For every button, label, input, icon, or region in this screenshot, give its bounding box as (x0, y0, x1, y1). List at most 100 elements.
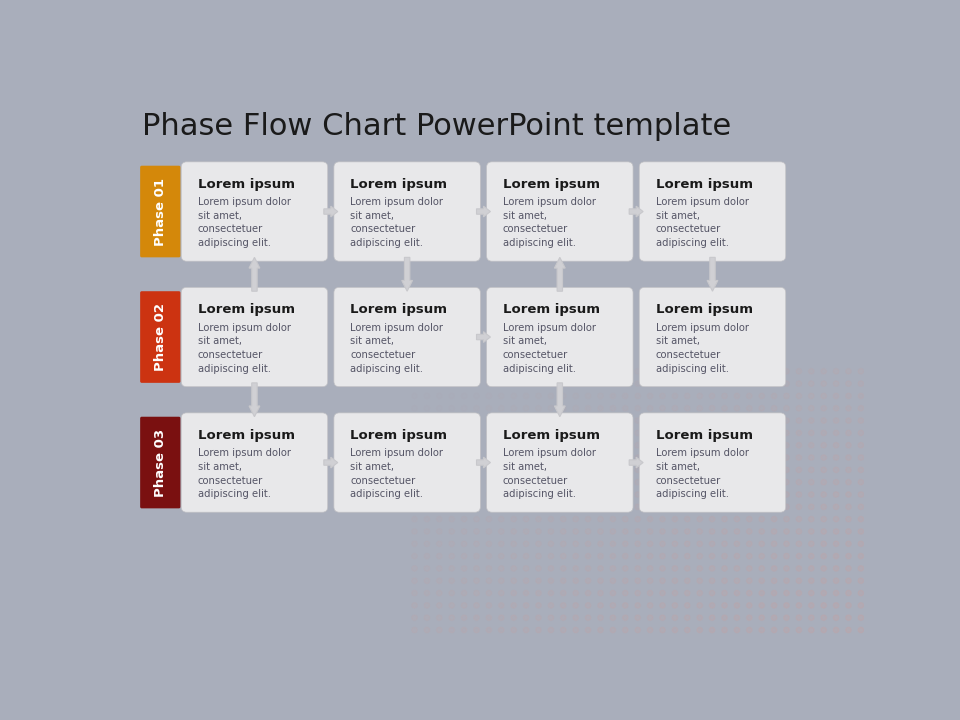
FancyArrow shape (324, 206, 338, 217)
Circle shape (759, 455, 764, 460)
Circle shape (697, 431, 703, 436)
Circle shape (833, 566, 839, 571)
Circle shape (833, 615, 839, 621)
Circle shape (833, 455, 839, 460)
Circle shape (697, 405, 703, 411)
Circle shape (424, 516, 430, 522)
Circle shape (635, 590, 640, 595)
Circle shape (759, 541, 764, 546)
Circle shape (672, 590, 678, 595)
Circle shape (611, 480, 615, 485)
Circle shape (462, 590, 467, 595)
Circle shape (498, 455, 504, 460)
Circle shape (672, 541, 678, 546)
Circle shape (709, 467, 715, 472)
Circle shape (783, 492, 789, 498)
FancyBboxPatch shape (639, 287, 785, 387)
Circle shape (498, 603, 504, 608)
FancyArrow shape (629, 206, 643, 217)
Circle shape (783, 381, 789, 387)
Circle shape (598, 467, 603, 472)
Circle shape (573, 381, 579, 387)
Circle shape (412, 603, 418, 608)
Circle shape (660, 603, 665, 608)
Circle shape (561, 455, 566, 460)
Circle shape (672, 578, 678, 583)
Circle shape (660, 504, 665, 510)
Circle shape (846, 627, 852, 633)
Circle shape (734, 516, 739, 522)
Circle shape (462, 603, 467, 608)
Circle shape (536, 603, 541, 608)
Circle shape (709, 603, 715, 608)
Text: Lorem ipsum dolor
sit amet,
consectetuer
adipiscing elit.: Lorem ipsum dolor sit amet, consectetuer… (350, 449, 444, 499)
Circle shape (796, 541, 802, 546)
Circle shape (772, 369, 777, 374)
Circle shape (523, 492, 529, 498)
Circle shape (709, 405, 715, 411)
Circle shape (623, 528, 628, 534)
Circle shape (412, 590, 418, 595)
Circle shape (412, 615, 418, 621)
Circle shape (561, 480, 566, 485)
Circle shape (536, 405, 541, 411)
Circle shape (722, 418, 728, 423)
Circle shape (783, 418, 789, 423)
Circle shape (759, 405, 764, 411)
Circle shape (586, 603, 590, 608)
Circle shape (523, 541, 529, 546)
Text: Phase 02: Phase 02 (154, 303, 167, 371)
Circle shape (573, 528, 579, 534)
Circle shape (486, 516, 492, 522)
Circle shape (722, 541, 728, 546)
Circle shape (548, 590, 554, 595)
Circle shape (474, 516, 479, 522)
Circle shape (734, 405, 739, 411)
Circle shape (611, 492, 615, 498)
Circle shape (598, 443, 603, 448)
Circle shape (858, 554, 864, 559)
FancyBboxPatch shape (487, 162, 633, 261)
Circle shape (772, 431, 777, 436)
Circle shape (462, 443, 467, 448)
Circle shape (511, 603, 516, 608)
Circle shape (846, 528, 852, 534)
Circle shape (783, 405, 789, 411)
Circle shape (412, 554, 418, 559)
Circle shape (858, 455, 864, 460)
Circle shape (561, 603, 566, 608)
Circle shape (833, 381, 839, 387)
FancyArrow shape (476, 457, 491, 468)
Circle shape (821, 418, 827, 423)
Circle shape (783, 369, 789, 374)
Text: Lorem ipsum dolor
sit amet,
consectetuer
adipiscing elit.: Lorem ipsum dolor sit amet, consectetuer… (350, 323, 444, 374)
Circle shape (548, 393, 554, 399)
Circle shape (412, 467, 418, 472)
Circle shape (747, 578, 752, 583)
Circle shape (474, 504, 479, 510)
Circle shape (598, 554, 603, 559)
Circle shape (437, 615, 442, 621)
Circle shape (772, 554, 777, 559)
Circle shape (759, 578, 764, 583)
Circle shape (846, 541, 852, 546)
Circle shape (511, 541, 516, 546)
Text: Lorem ipsum dolor
sit amet,
consectetuer
adipiscing elit.: Lorem ipsum dolor sit amet, consectetuer… (656, 197, 749, 248)
Circle shape (672, 528, 678, 534)
Circle shape (623, 455, 628, 460)
Circle shape (796, 418, 802, 423)
Circle shape (412, 492, 418, 498)
Circle shape (833, 504, 839, 510)
Circle shape (462, 541, 467, 546)
Circle shape (498, 431, 504, 436)
Circle shape (462, 615, 467, 621)
Circle shape (548, 516, 554, 522)
Circle shape (647, 443, 653, 448)
Circle shape (635, 541, 640, 546)
Circle shape (635, 504, 640, 510)
Circle shape (734, 590, 739, 595)
Circle shape (747, 431, 752, 436)
Circle shape (772, 516, 777, 522)
Circle shape (474, 443, 479, 448)
Circle shape (498, 554, 504, 559)
